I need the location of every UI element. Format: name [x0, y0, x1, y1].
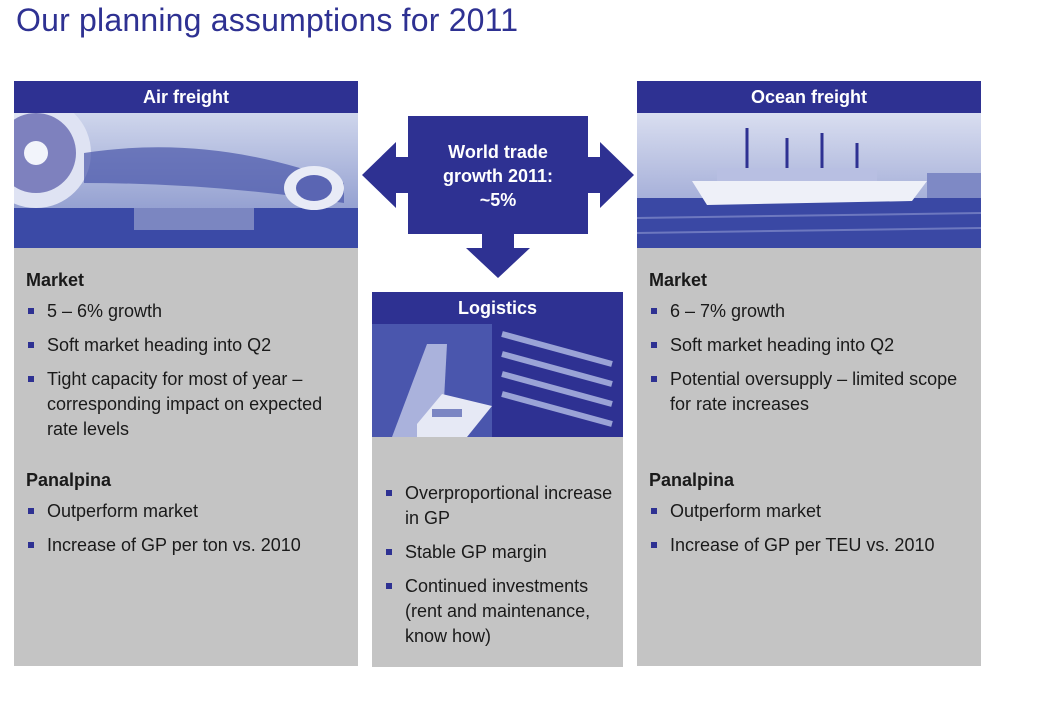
ocean-market-list: 6 – 7% growth Soft market heading into Q… [649, 299, 969, 417]
bullet-icon [28, 508, 34, 514]
ocean-freight-panel: Market 6 – 7% growth Soft market heading… [637, 248, 981, 666]
list-item: Soft market heading into Q2 [649, 333, 969, 358]
ocean-freight-photo [637, 113, 981, 248]
list-item: Tight capacity for most of year – corres… [26, 367, 346, 442]
ocean-panalpina-title: Panalpina [649, 470, 735, 490]
list-item: 5 – 6% growth [26, 299, 346, 324]
logistics-list: Overproportional increase in GP Stable G… [384, 481, 615, 649]
bullet-icon [386, 583, 392, 589]
bullet-icon [651, 542, 657, 548]
bullet-icon [386, 549, 392, 555]
air-freight-photo [14, 113, 358, 248]
air-market-title: Market [26, 270, 85, 290]
page-title: Our planning assumptions for 2011 [16, 2, 519, 38]
world-trade-badge [408, 116, 588, 234]
bullet-icon [651, 376, 657, 382]
world-trade-text: World trade growth 2011: ~5% [442, 142, 554, 210]
bullet-icon [651, 342, 657, 348]
list-item: Increase of GP per TEU vs. 2010 [649, 533, 969, 558]
list-item: Potential oversupply – limited scope for… [649, 367, 969, 417]
bullet-icon [651, 508, 657, 514]
list-item: Outperform market [26, 499, 346, 524]
air-freight-panel: Market 5 – 6% growth Soft market heading… [14, 248, 358, 666]
logistics-panel: Overproportional increase in GP Stable G… [372, 437, 623, 667]
bullet-icon [651, 308, 657, 314]
ocean-freight-header: Ocean freight [637, 81, 981, 113]
bullet-icon [28, 542, 34, 548]
ocean-market-title: Market [649, 270, 708, 290]
air-market-list: 5 – 6% growth Soft market heading into Q… [26, 299, 346, 442]
logistics-photo [372, 324, 623, 437]
bullet-icon [28, 342, 34, 348]
left-arrow-icon [362, 142, 410, 208]
list-item: Soft market heading into Q2 [26, 333, 346, 358]
bullet-icon [386, 490, 392, 496]
down-arrow-icon [466, 232, 530, 278]
list-item: Outperform market [649, 499, 969, 524]
bullet-icon [28, 376, 34, 382]
list-item: Overproportional increase in GP [384, 481, 615, 531]
list-item: Continued investments (rent and maintena… [384, 574, 615, 649]
air-panalpina-list: Outperform market Increase of GP per ton… [26, 499, 346, 558]
ocean-panalpina-list: Outperform market Increase of GP per TEU… [649, 499, 969, 558]
list-item: Increase of GP per ton vs. 2010 [26, 533, 346, 558]
air-freight-header: Air freight [14, 81, 358, 113]
list-item: 6 – 7% growth [649, 299, 969, 324]
right-arrow-icon [586, 142, 634, 208]
logistics-column: Logistics Overproportional increase in G… [372, 292, 623, 667]
bullet-icon [28, 308, 34, 314]
air-freight-column: Air freight Market 5 – 6% growth Soft ma… [14, 81, 358, 666]
list-item: Stable GP margin [384, 540, 615, 565]
air-panalpina-title: Panalpina [26, 470, 112, 490]
logistics-header: Logistics [372, 292, 623, 324]
ocean-freight-column: Ocean freight Mar [637, 81, 981, 666]
